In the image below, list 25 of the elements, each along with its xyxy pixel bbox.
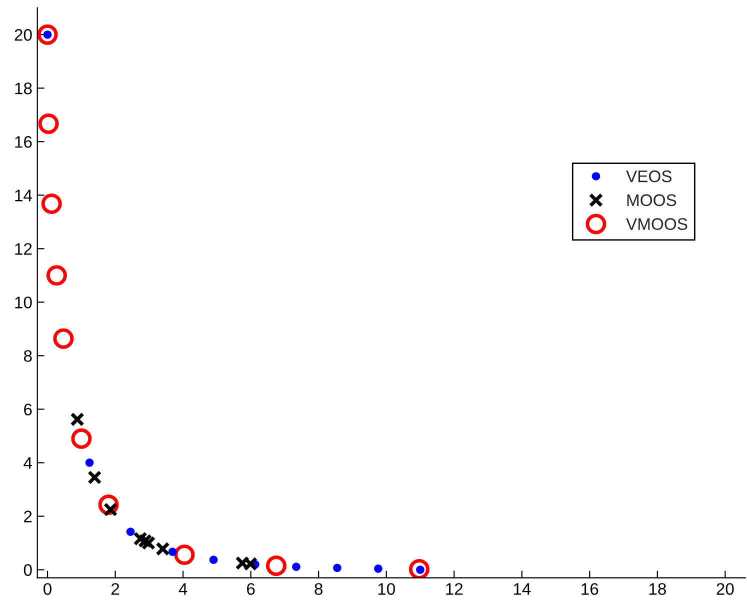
x-tick-label: 6 <box>247 583 255 595</box>
y-tick-label: 16 <box>15 136 32 148</box>
y-tick-label: 8 <box>24 350 32 362</box>
y-tick-label: 12 <box>15 243 32 255</box>
y-tick-label: 2 <box>24 510 32 522</box>
x-tick-label: 2 <box>111 583 120 595</box>
legend-label: VEOS <box>626 170 672 182</box>
y-tick-label: 10 <box>15 296 32 308</box>
y-tick-label: 20 <box>14 29 32 41</box>
y-tick-label: 0 <box>24 564 32 576</box>
x-tick-label: 12 <box>446 583 463 595</box>
y-tick-label: 4 <box>24 457 32 469</box>
x-tick-label: 0 <box>44 583 52 595</box>
x-tick-label: 14 <box>514 583 531 595</box>
legend-label: VMOOS <box>626 218 688 230</box>
x-tick-label: 18 <box>649 583 666 595</box>
x-tick-label: 4 <box>178 583 188 595</box>
legend-label: MOOS <box>627 194 676 206</box>
x-tick-label: 10 <box>378 583 395 595</box>
x-tick-label: 8 <box>314 583 322 595</box>
y-tick-label: 14 <box>15 190 32 202</box>
y-tick-label: 6 <box>24 404 32 416</box>
x-tick-label: 16 <box>582 583 598 595</box>
x-tick-label: 20 <box>716 583 734 595</box>
y-tick-label: 18 <box>15 82 32 94</box>
